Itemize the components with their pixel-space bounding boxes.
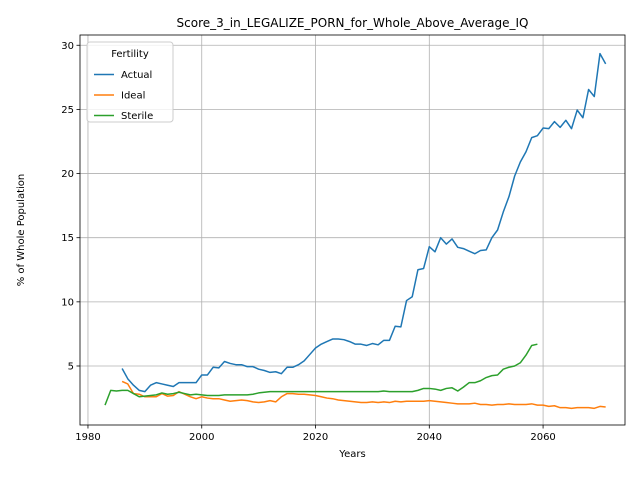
series-lines (104, 52, 607, 410)
legend-label-sterile: Sterile (121, 111, 153, 122)
series-line-ideal (121, 380, 606, 410)
y-tick-label: 30 (61, 41, 74, 52)
y-tick-label: 10 (61, 297, 74, 308)
axis-ticks: 1980 2000 2020 2040 2060 5 10 15 20 25 30 (61, 41, 556, 443)
y-axis-label: % of Whole Population (16, 174, 27, 287)
x-tick-label: 2000 (189, 432, 214, 443)
chart-title: Score_3_in_LEGALIZE_PORN_for_Whole_Above… (177, 16, 529, 30)
x-tick-label: 2060 (530, 432, 555, 443)
legend-label-ideal: Ideal (121, 91, 145, 102)
plot-frame (79, 34, 626, 426)
y-tick-label: 15 (61, 233, 74, 244)
y-tick-label: 25 (61, 105, 74, 116)
legend-box (86, 41, 174, 123)
series-line-actual (121, 52, 607, 393)
x-tick-label: 2040 (417, 432, 442, 443)
y-tick-label: 20 (61, 169, 74, 180)
legend-label-actual: Actual (121, 70, 152, 81)
grid (80, 35, 625, 425)
x-tick-label: 1980 (75, 432, 100, 443)
x-axis-label: Years (338, 449, 365, 460)
legend: Fertility Actual Ideal Sterile (86, 41, 174, 123)
x-tick-label: 2020 (303, 432, 328, 443)
legend-title: Fertility (111, 49, 149, 60)
y-tick-label: 5 (68, 361, 74, 372)
series-line-sterile (104, 343, 538, 406)
